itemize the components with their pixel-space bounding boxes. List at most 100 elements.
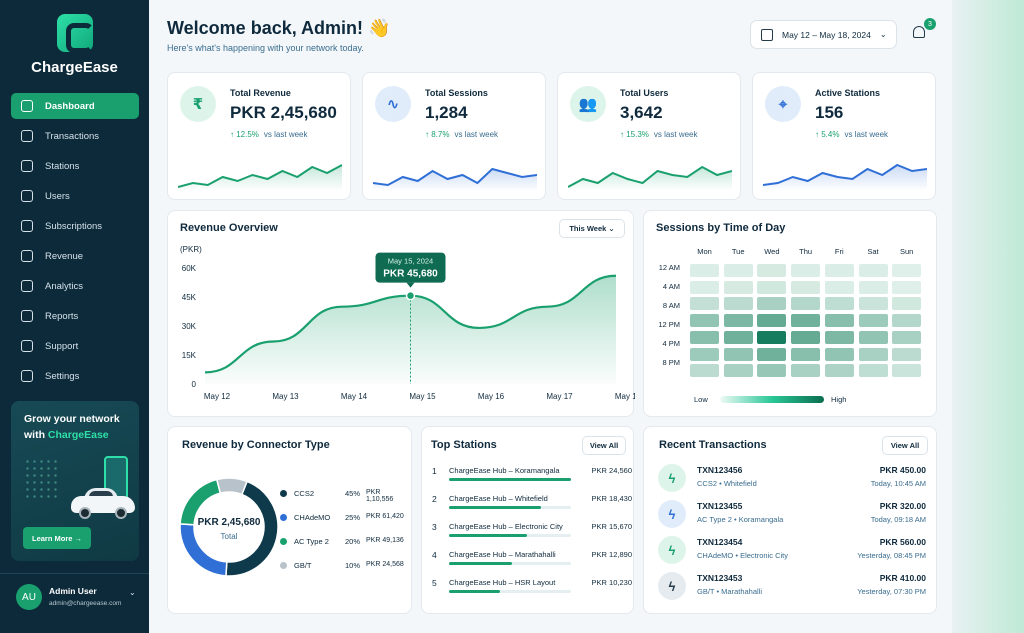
heatmap-cell[interactable] bbox=[791, 297, 821, 311]
heatmap-cell[interactable] bbox=[791, 314, 821, 328]
donut-center-label: Total bbox=[220, 532, 238, 541]
sidebar-item-reports[interactable]: Reports bbox=[11, 303, 139, 329]
heatmap-cell[interactable] bbox=[858, 280, 888, 294]
heatmap-cell[interactable] bbox=[757, 264, 787, 277]
stat-card-total-users[interactable]: 👥 Total Users 3,642 ↑ 15.3% vs last week bbox=[557, 72, 741, 200]
heatmap-cell[interactable] bbox=[757, 314, 787, 328]
lightning-icon: ϟ bbox=[658, 572, 686, 600]
heatmap-cell[interactable] bbox=[791, 330, 821, 344]
heatmap-cell[interactable] bbox=[690, 364, 719, 378]
period-select[interactable]: This Week ⌄ bbox=[559, 219, 625, 238]
heatmap-cell[interactable] bbox=[723, 347, 753, 361]
heatmap-cell[interactable] bbox=[892, 314, 922, 328]
heatmap-cell[interactable] bbox=[757, 280, 787, 294]
station-row[interactable]: 1 ChargeEase Hub – Koramangala PKR 24,560 bbox=[432, 466, 632, 486]
heatmap-cell[interactable] bbox=[858, 347, 888, 361]
chargeease-logo-icon[interactable] bbox=[57, 14, 94, 53]
promo-prefix: with bbox=[24, 429, 45, 441]
learn-more-button[interactable]: Learn More → bbox=[23, 527, 91, 549]
heatmap-day-label: Thu bbox=[799, 247, 813, 256]
sidebar-item-users[interactable]: Users bbox=[11, 183, 139, 209]
heatmap-cell[interactable] bbox=[858, 364, 888, 378]
promo-card: Grow your network with ChargeEase Learn … bbox=[11, 401, 139, 561]
heatmap-cell[interactable] bbox=[824, 314, 854, 328]
heatmap-cell[interactable] bbox=[690, 347, 719, 361]
heatmap-cell[interactable] bbox=[723, 264, 753, 277]
heatmap-cell[interactable] bbox=[723, 297, 753, 311]
arrow-up-icon: ↑ bbox=[620, 130, 627, 139]
bell-icon[interactable] bbox=[911, 24, 927, 42]
heatmap-cell[interactable] bbox=[824, 280, 854, 294]
station-row[interactable]: 3 ChargeEase Hub – Electronic City PKR 15,… bbox=[432, 522, 632, 542]
heatmap-cell[interactable] bbox=[892, 280, 922, 294]
heatmap-cell[interactable] bbox=[858, 297, 888, 311]
sidebar-item-revenue[interactable]: Revenue bbox=[11, 243, 139, 269]
heatmap-time-label: 4 PM bbox=[662, 339, 680, 348]
heatmap-cell[interactable] bbox=[690, 280, 719, 294]
heatmap-cell[interactable] bbox=[757, 330, 787, 344]
sidebar-item-settings[interactable]: Settings bbox=[11, 363, 139, 389]
sidebar-item-subscriptions[interactable]: Subscriptions bbox=[11, 213, 139, 239]
station-row[interactable]: 4 ChargeEase Hub – Marathahalli PKR 12,890 bbox=[432, 550, 632, 570]
transaction-row[interactable]: ϟ TXN123454 CHAdeMO • Electronic City PKR 5… bbox=[658, 535, 926, 567]
support-icon bbox=[21, 340, 33, 352]
sidebar-item-transactions[interactable]: Transactions bbox=[11, 123, 139, 149]
stat-card-active-stations[interactable]: ⌖ Active Stations 156 ↑ 5.4% vs last week bbox=[752, 72, 936, 200]
heatmap-cell[interactable] bbox=[892, 264, 922, 277]
heatmap-cell[interactable] bbox=[690, 314, 719, 328]
heatmap-cell[interactable] bbox=[824, 330, 854, 344]
heatmap-cell[interactable] bbox=[757, 297, 787, 311]
stat-card-total-sessions[interactable]: ∿ Total Sessions 1,284 ↑ 8.7% vs last week bbox=[362, 72, 546, 200]
heatmap-cell[interactable] bbox=[723, 330, 753, 344]
sparkline bbox=[763, 163, 927, 191]
heatmap-cell[interactable] bbox=[858, 330, 888, 344]
sidebar-item-analytics[interactable]: Analytics bbox=[11, 273, 139, 299]
avatar[interactable]: AU bbox=[16, 584, 42, 610]
heatmap-cell[interactable] bbox=[791, 347, 821, 361]
chevron-down-icon[interactable]: ⌄ bbox=[129, 588, 136, 597]
heatmap-cell[interactable] bbox=[690, 330, 719, 344]
heatmap-cell[interactable] bbox=[757, 364, 787, 378]
heatmap-cell[interactable] bbox=[690, 264, 719, 277]
heatmap-cell[interactable] bbox=[723, 364, 753, 378]
heatmap-cell[interactable] bbox=[824, 264, 854, 277]
sidebar-item-support[interactable]: Support bbox=[11, 333, 139, 359]
heatmap-cell[interactable] bbox=[791, 364, 821, 378]
heatmap-cell[interactable] bbox=[858, 314, 888, 328]
heatmap-cell[interactable] bbox=[824, 297, 854, 311]
date-range-picker[interactable]: May 12 – May 18, 2024 ⌄ bbox=[750, 20, 897, 49]
heatmap-cell[interactable] bbox=[791, 280, 821, 294]
heatmap-cell[interactable] bbox=[723, 314, 753, 328]
heatmap-cell[interactable] bbox=[757, 347, 787, 361]
heatmap-cell[interactable] bbox=[723, 280, 753, 294]
connector-amount: PKR 61,420 bbox=[366, 513, 404, 520]
heatmap-cell[interactable] bbox=[791, 264, 821, 277]
stat-value: 3,642 bbox=[620, 103, 663, 122]
transaction-row[interactable]: ϟ TXN123456 CCS2 • Whitefield PKR 450.00 Tod… bbox=[658, 463, 926, 495]
stat-label: Active Stations bbox=[815, 88, 881, 98]
station-amount: PKR 12,890 bbox=[591, 550, 632, 559]
user-profile[interactable]: AU Admin User admin@chargeease.com ⌄ bbox=[0, 573, 149, 633]
transactions-view-all-button[interactable]: View All bbox=[882, 436, 928, 455]
transaction-id: TXN123455 bbox=[697, 501, 743, 511]
heatmap-time-label: 12 PM bbox=[658, 320, 680, 329]
stat-card-total-revenue[interactable]: ₹ Total Revenue PKR 2,45,680 ↑ 12.5% vs last… bbox=[167, 72, 351, 200]
transaction-row[interactable]: ϟ TXN123453 GB/T • Marathahalli PKR 410.00 Y… bbox=[658, 571, 926, 603]
heatmap-cell[interactable] bbox=[892, 347, 922, 361]
heatmap-cell[interactable] bbox=[690, 297, 719, 311]
top-stations-view-all-button[interactable]: View All bbox=[582, 436, 626, 455]
station-rank: 1 bbox=[432, 466, 437, 476]
sidebar-item-dashboard[interactable]: Dashboard bbox=[11, 93, 139, 119]
heatmap-cell[interactable] bbox=[892, 364, 922, 378]
brand-name: ChargeEase bbox=[31, 59, 118, 76]
station-row[interactable]: 2 ChargeEase Hub – Whitefield PKR 18,430 bbox=[432, 494, 632, 514]
heatmap-cell[interactable] bbox=[858, 264, 888, 277]
heatmap-cell[interactable] bbox=[824, 347, 854, 361]
transaction-row[interactable]: ϟ TXN123455 AC Type 2 • Koramangala PKR 320… bbox=[658, 499, 926, 531]
heatmap-cell[interactable] bbox=[892, 330, 922, 344]
heatmap-cell[interactable] bbox=[824, 364, 854, 378]
station-row[interactable]: 5 ChargeEase Hub – HSR Layout PKR 10,230 bbox=[432, 578, 632, 598]
sparkline-line bbox=[568, 165, 732, 188]
sidebar-item-stations[interactable]: Stations bbox=[11, 153, 139, 179]
heatmap-cell[interactable] bbox=[892, 297, 922, 311]
